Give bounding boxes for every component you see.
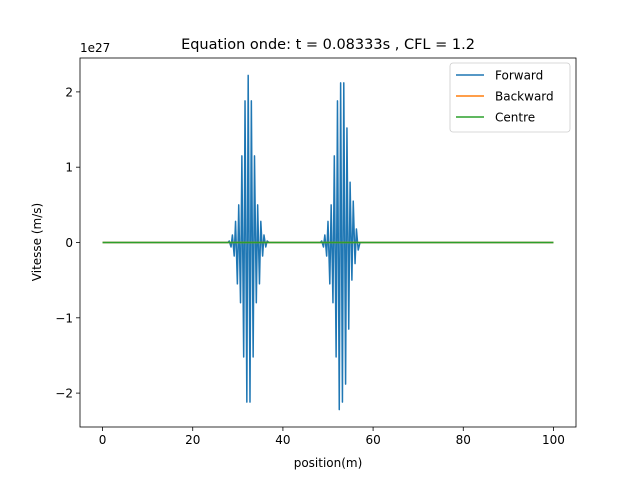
y-tick-label: 2 (65, 85, 73, 99)
y-offset-label: 1e27 (80, 41, 110, 55)
legend-label-centre: Centre (495, 111, 535, 125)
plot-area (102, 74, 554, 411)
y-tick-label: −2 (55, 387, 73, 401)
x-tick-label: 20 (185, 433, 200, 447)
y-axis: −2 −1 0 1 2 (55, 85, 80, 401)
x-tick-label: 0 (99, 433, 107, 447)
chart-title: Equation onde: t = 0.08333s , CFL = 1.2 (181, 37, 475, 53)
y-axis-label: Vitesse (m/s) (30, 203, 44, 281)
x-tick-label: 80 (456, 433, 471, 447)
x-tick-label: 60 (365, 433, 380, 447)
legend-box (449, 62, 571, 133)
x-tick-label: 40 (275, 433, 290, 447)
x-tick-label: 100 (542, 433, 565, 447)
legend-items: Forward Backward Centre (456, 69, 554, 125)
x-axis: 0 20 40 60 80 100 (99, 427, 565, 447)
y-tick-label: 1 (65, 161, 73, 175)
x-axis-label: position(m) (294, 456, 363, 470)
legend-label-forward: Forward (495, 69, 543, 83)
legend: Forward Backward Centre (449, 62, 571, 133)
y-tick-label: −1 (55, 311, 73, 325)
legend-label-backward: Backward (495, 90, 554, 104)
y-tick-label: 0 (65, 236, 73, 250)
